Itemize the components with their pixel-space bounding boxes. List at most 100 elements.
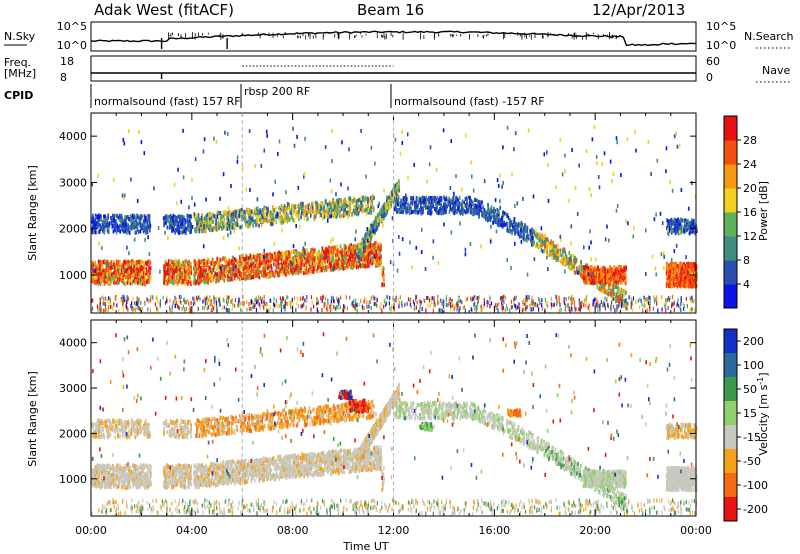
data-cell	[148, 260, 151, 265]
data-cell	[243, 257, 245, 261]
data-cell	[240, 260, 243, 265]
data-cell	[246, 266, 249, 271]
data-cell	[332, 214, 335, 219]
data-cell	[347, 201, 350, 206]
data-cell	[393, 192, 396, 197]
data-cell	[178, 259, 180, 264]
data-cell	[110, 272, 113, 277]
data-cell	[127, 264, 130, 269]
data-cell	[239, 263, 241, 268]
data-cell	[119, 218, 121, 223]
data-cell	[234, 214, 237, 219]
data-cell	[106, 264, 109, 269]
data-cell	[288, 250, 290, 255]
data-cell	[135, 270, 138, 274]
data-cell	[319, 260, 322, 265]
data-cell	[312, 249, 314, 254]
data-cell	[318, 254, 320, 259]
data-cell	[564, 255, 566, 260]
data-cell	[228, 220, 231, 225]
data-cell	[180, 280, 182, 284]
data-cell	[357, 205, 360, 210]
data-cell	[367, 208, 370, 212]
data-cell	[318, 207, 321, 212]
data-cell	[106, 224, 108, 229]
data-cell	[370, 201, 372, 206]
data-cell	[239, 267, 242, 271]
data-cell	[187, 227, 190, 232]
data-cell	[286, 253, 289, 258]
data-cell	[164, 215, 167, 220]
data-cell	[303, 209, 305, 214]
data-cell	[108, 267, 111, 272]
data-cell	[358, 198, 360, 202]
data-cell	[348, 254, 351, 259]
data-cell	[148, 224, 150, 229]
data-cell	[280, 206, 283, 211]
data-cell	[196, 266, 199, 271]
data-cell	[333, 214, 336, 219]
data-cell	[250, 275, 253, 280]
data-cell	[213, 274, 215, 279]
data-cell	[180, 271, 182, 276]
data-cell	[270, 264, 272, 269]
data-cell	[229, 275, 232, 280]
data-cell	[262, 265, 264, 270]
data-cell	[249, 220, 251, 224]
data-cell	[175, 262, 178, 267]
data-cell	[350, 261, 353, 266]
data-cell	[284, 215, 286, 220]
data-cell	[262, 210, 265, 215]
data-cell	[103, 217, 105, 221]
data-cell	[227, 261, 230, 266]
data-cell	[278, 273, 280, 278]
data-cell	[378, 242, 381, 247]
data-cell	[172, 219, 174, 224]
data-cell	[370, 226, 373, 230]
data-cell	[333, 259, 335, 264]
data-cell	[330, 206, 332, 211]
data-cell	[335, 198, 338, 203]
data-cell	[172, 227, 175, 232]
data-cell	[285, 268, 288, 273]
data-cell	[233, 224, 236, 229]
data-cell	[298, 207, 301, 212]
data-cell	[261, 254, 263, 258]
data-cell	[186, 282, 189, 287]
data-cell	[208, 265, 211, 270]
data-cell	[314, 209, 317, 214]
data-cell	[241, 276, 243, 281]
data-cell	[379, 215, 381, 220]
data-cell	[360, 195, 363, 200]
data-cell	[230, 277, 232, 282]
data-cell	[212, 278, 214, 283]
data-cell	[324, 247, 327, 252]
data-cell	[249, 275, 252, 280]
data-cell	[323, 256, 326, 261]
data-cell	[267, 259, 270, 264]
data-cell	[107, 214, 109, 219]
data-cell	[164, 278, 167, 283]
data-cell	[380, 254, 382, 259]
data-cell	[115, 265, 118, 270]
data-cell	[357, 202, 359, 207]
data-cell	[296, 214, 298, 219]
data-cell	[299, 262, 301, 267]
data-cell	[294, 267, 297, 272]
data-cell	[124, 265, 126, 269]
data-cell	[179, 225, 181, 230]
station-title: Adak West (fitACF)	[94, 1, 234, 19]
data-cell	[178, 278, 180, 283]
data-cell	[268, 270, 271, 275]
data-cell	[278, 217, 281, 222]
data-cell	[251, 272, 253, 277]
data-cell	[373, 252, 375, 257]
data-cell	[260, 219, 263, 223]
data-cell	[327, 210, 330, 215]
data-cell	[300, 269, 302, 274]
data-cell	[240, 225, 242, 230]
data-cell	[94, 218, 97, 222]
data-cell	[290, 264, 292, 269]
data-cell	[228, 277, 230, 282]
